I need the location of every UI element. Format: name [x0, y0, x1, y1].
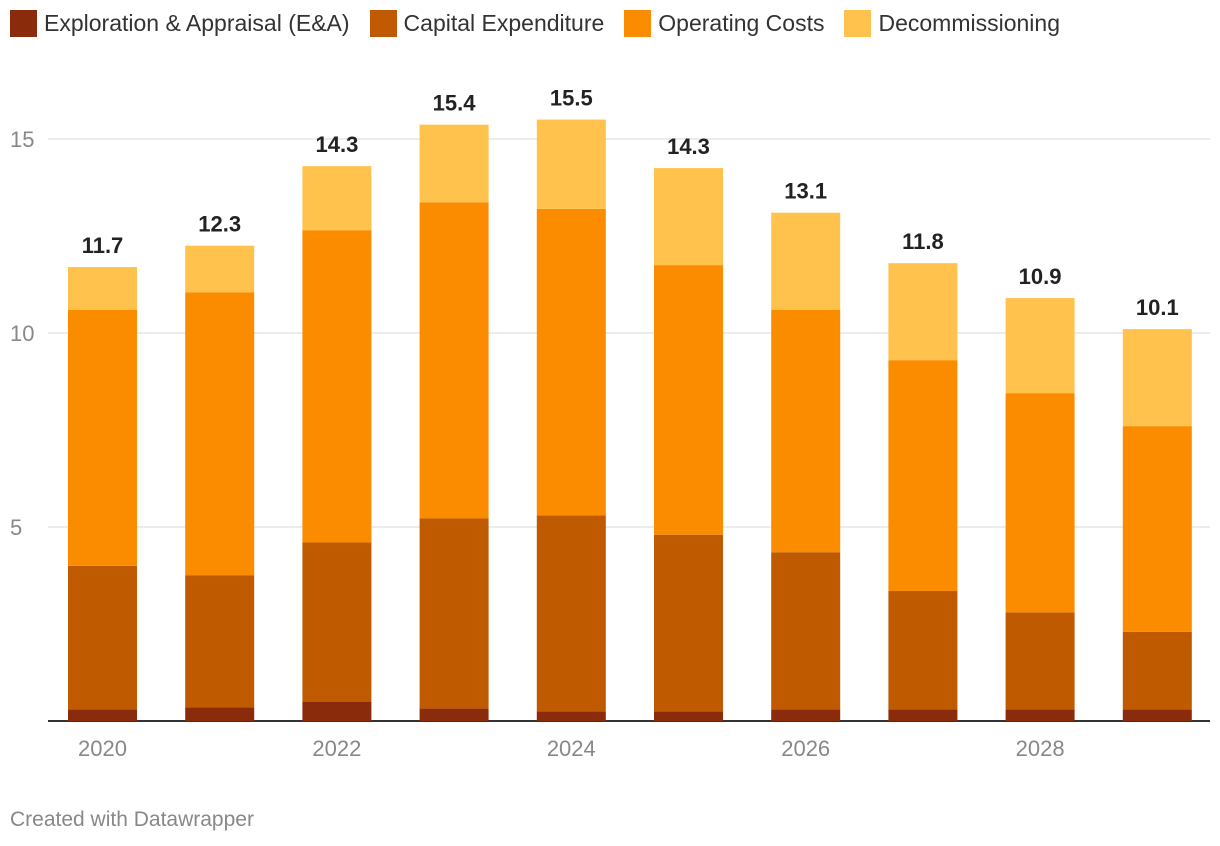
legend-swatch-capex — [369, 10, 397, 37]
bar-2029-series-0 — [1122, 709, 1192, 721]
legend-swatch-decommissioning — [844, 10, 872, 37]
bar-2022-series-0 — [302, 701, 372, 721]
bar-2025-series-2 — [654, 265, 723, 535]
total-label-2022: 14.3 — [315, 132, 358, 157]
legend-label-opex: Operating Costs — [658, 10, 825, 36]
total-label-2027: 11.8 — [902, 229, 944, 254]
bar-2026-series-2 — [771, 309, 841, 553]
bar-2026-series-3 — [771, 212, 841, 310]
bar-2021-series-0 — [185, 707, 255, 721]
bar-2024-series-2 — [536, 208, 606, 516]
bar-2020-series-0 — [68, 709, 137, 721]
total-label-2023: 15.4 — [433, 91, 477, 116]
total-label-2020: 11.7 — [82, 233, 124, 258]
y-tick-label-5: 5 — [10, 515, 22, 540]
bar-2020-series-3 — [68, 267, 137, 310]
bar-2028-series-0 — [1005, 709, 1075, 721]
bar-2028-series-2 — [1005, 393, 1075, 613]
legend-item-opex: Operating Costs — [624, 10, 824, 37]
bars — [68, 119, 1192, 721]
bar-2026-series-1 — [771, 552, 841, 710]
x-tick-label-2020: 2020 — [78, 736, 127, 761]
legend-swatch-exploration — [10, 10, 37, 37]
legend-item-decommissioning: Decommissioning — [844, 10, 1060, 37]
bar-2024-series-0 — [536, 711, 606, 721]
bar-2027-series-1 — [888, 591, 958, 710]
bar-2027-series-0 — [888, 709, 958, 721]
bar-2025-series-1 — [654, 534, 723, 712]
bar-2021-series-2 — [185, 292, 255, 576]
bar-2023-series-1 — [419, 518, 489, 709]
bar-2024-series-1 — [536, 515, 606, 712]
bar-2023-series-2 — [419, 202, 489, 519]
bar-2020-series-1 — [68, 565, 137, 710]
bar-2025-series-3 — [654, 168, 723, 266]
bar-2025-series-0 — [654, 711, 723, 721]
total-label-2026: 13.1 — [784, 179, 827, 204]
bar-2023-series-0 — [419, 708, 489, 721]
bar-2027-series-3 — [888, 263, 958, 361]
x-tick-label-2024: 2024 — [547, 736, 596, 761]
legend-swatch-opex — [624, 10, 652, 37]
bar-2026-series-0 — [771, 709, 841, 721]
bar-2021-series-3 — [185, 245, 255, 293]
bar-2020-series-2 — [68, 309, 137, 566]
footer-credit: Created with Datawrapper — [10, 808, 254, 831]
labels: 5 10 15 11.7 2020 12.3 14.3 2022 15.4 15.5 2024 14.… — [10, 86, 1179, 761]
bar-2028-series-3 — [1005, 298, 1075, 394]
legend-label-decommissioning: Decommissioning — [878, 10, 1060, 36]
total-label-2025: 14.3 — [667, 134, 710, 159]
y-tick-label-10: 10 — [10, 321, 34, 346]
bar-2028-series-1 — [1005, 612, 1075, 710]
total-label-2024: 15.5 — [550, 86, 593, 111]
total-label-2021: 12.3 — [198, 212, 241, 237]
y-tick-label-15: 15 — [10, 127, 34, 152]
bar-2022-series-2 — [302, 230, 372, 543]
legend-label-exploration: Exploration & Appraisal (E&A) — [44, 10, 350, 36]
x-tick-label-2028: 2028 — [1016, 736, 1065, 761]
total-label-2028: 10.9 — [1019, 264, 1062, 289]
bar-2022-series-3 — [302, 166, 372, 231]
bar-2029-series-1 — [1122, 631, 1192, 710]
bar-2029-series-3 — [1122, 329, 1192, 427]
bar-2022-series-1 — [302, 542, 372, 702]
bar-2027-series-2 — [888, 360, 958, 592]
legend: Exploration & Appraisal (E&A) Capital Ex… — [10, 10, 1080, 37]
bar-2029-series-2 — [1122, 426, 1192, 632]
bar-2023-series-3 — [419, 124, 489, 203]
bar-2021-series-1 — [185, 575, 255, 708]
x-tick-label-2026: 2026 — [781, 736, 830, 761]
x-tick-label-2022: 2022 — [312, 736, 361, 761]
legend-item-exploration: Exploration & Appraisal (E&A) — [10, 10, 350, 37]
total-label-2029: 10.1 — [1136, 295, 1179, 320]
bar-2024-series-3 — [536, 119, 606, 209]
legend-label-capex: Capital Expenditure — [403, 10, 605, 36]
legend-item-capex: Capital Expenditure — [369, 10, 605, 37]
